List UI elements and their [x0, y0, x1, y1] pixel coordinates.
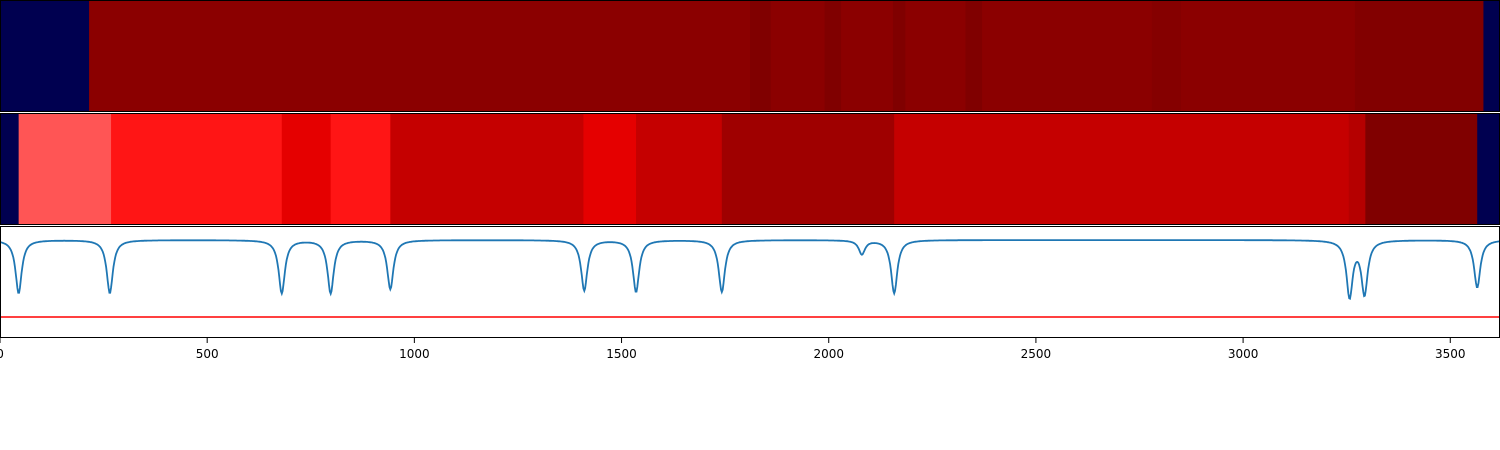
heatmap-cell-2-2 — [111, 113, 283, 225]
heatmap-cell-1-5 — [841, 0, 894, 112]
heatmap-cell-2-7 — [636, 113, 723, 225]
x-tick-label-2500: 2500 — [1021, 347, 1052, 361]
x-tick-label-2000: 2000 — [813, 347, 844, 361]
x-tick-label-3500: 3500 — [1435, 347, 1466, 361]
x-tick-label-0: 0 — [0, 347, 4, 361]
heatmap-cell-1-10 — [1151, 0, 1182, 112]
line-plot-background — [0, 226, 1500, 338]
heatmap-cell-2-8 — [721, 113, 895, 225]
heatmap-cell-1-2 — [750, 0, 772, 112]
heatmap-cell-2-12 — [1477, 113, 1500, 225]
heatmap-cell-1-12 — [1354, 0, 1484, 112]
heatmap-cell-2-11 — [1365, 113, 1478, 225]
heatmap-cell-1-13 — [1483, 0, 1500, 112]
spectrum-line-0 — [0, 239, 1500, 301]
heatmap-cell-2-0 — [0, 113, 20, 225]
heatmap-cell-1-0 — [0, 0, 90, 112]
line-plot-panel — [0, 226, 1500, 338]
heatmap-strip-middle — [0, 113, 1500, 225]
heatmap-cell-2-6 — [583, 113, 637, 225]
heatmap-cell-2-9 — [894, 113, 1350, 225]
heatmap-cell-1-8 — [965, 0, 983, 112]
heatmap-cell-1-11 — [1180, 0, 1356, 112]
x-tick-label-1000: 1000 — [399, 347, 430, 361]
heatmap-cell-2-3 — [281, 113, 332, 225]
x-tick-label-3000: 3000 — [1228, 347, 1259, 361]
heatmap-cell-1-4 — [824, 0, 842, 112]
heatmap-cell-1-6 — [892, 0, 906, 112]
x-axis: 0 500 1000 1500 2000 2500 3000 3500 — [0, 338, 1466, 361]
heatmap-cell-2-5 — [390, 113, 584, 225]
heatmap-cell-2-4 — [330, 113, 391, 225]
heatmap-cell-1-9 — [982, 0, 1153, 112]
heatmap-cell-2-1 — [18, 113, 112, 225]
x-tick-label-1500: 1500 — [606, 347, 637, 361]
heatmap-cell-1-1 — [89, 0, 751, 112]
x-tick-label-500: 500 — [196, 347, 219, 361]
heatmap-cell-1-7 — [905, 0, 966, 112]
heatmap-cell-1-3 — [770, 0, 826, 112]
heatmap-cell-2-10 — [1348, 113, 1366, 225]
heatmap-strip-top — [0, 0, 1500, 112]
